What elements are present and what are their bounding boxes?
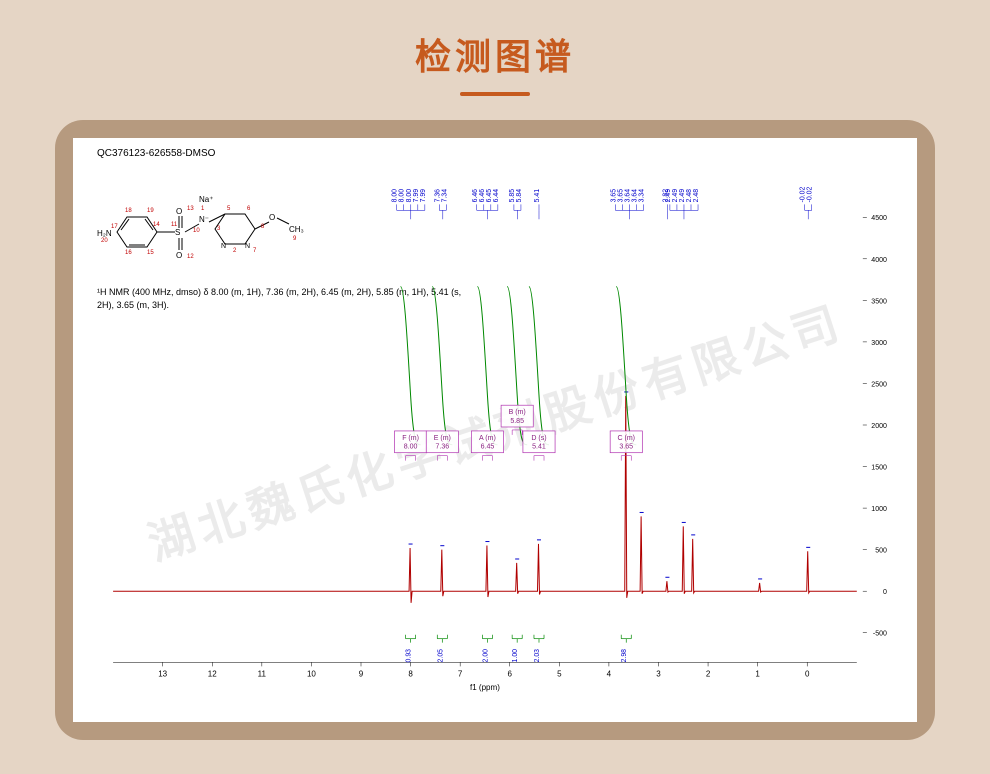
spectrum-chart: 131211109876543210f1 (ppm)45004000350030… bbox=[93, 148, 897, 702]
svg-text:2.03: 2.03 bbox=[534, 649, 541, 663]
svg-text:2: 2 bbox=[706, 669, 711, 678]
svg-text:1500: 1500 bbox=[871, 465, 887, 472]
svg-text:3.34: 3.34 bbox=[639, 189, 646, 203]
svg-text:13: 13 bbox=[158, 669, 168, 678]
svg-text:6.46: 6.46 bbox=[479, 189, 486, 203]
svg-text:8: 8 bbox=[408, 669, 413, 678]
svg-text:2.98: 2.98 bbox=[621, 649, 628, 663]
svg-text:8.00: 8.00 bbox=[399, 189, 406, 203]
svg-text:2.00: 2.00 bbox=[482, 649, 489, 663]
svg-text:7.36: 7.36 bbox=[434, 189, 441, 203]
svg-text:2500: 2500 bbox=[871, 381, 887, 388]
svg-text:5.85: 5.85 bbox=[509, 189, 516, 203]
svg-text:-500: -500 bbox=[873, 631, 887, 638]
page-root: 检测图谱 湖北魏氏化学试剂股份有限公司 QC376123-626558-DMSO… bbox=[0, 0, 990, 774]
svg-text:8.00: 8.00 bbox=[404, 444, 418, 451]
page-title: 检测图谱 bbox=[0, 0, 990, 80]
title-underline bbox=[460, 92, 530, 96]
svg-text:7.36: 7.36 bbox=[435, 444, 449, 451]
svg-text:f1 (ppm): f1 (ppm) bbox=[470, 683, 500, 692]
svg-text:6.45: 6.45 bbox=[486, 189, 493, 203]
svg-text:10: 10 bbox=[307, 669, 317, 678]
svg-text:7.34: 7.34 bbox=[441, 189, 448, 203]
svg-text:A (m): A (m) bbox=[479, 435, 496, 442]
svg-text:6.45: 6.45 bbox=[481, 444, 495, 451]
svg-text:2.49: 2.49 bbox=[672, 189, 679, 203]
spectrum-svg: 131211109876543210f1 (ppm)45004000350030… bbox=[93, 148, 897, 702]
svg-text:D (s): D (s) bbox=[531, 435, 546, 442]
svg-text:1: 1 bbox=[755, 669, 760, 678]
svg-text:3500: 3500 bbox=[871, 298, 887, 305]
svg-text:F (m): F (m) bbox=[402, 435, 419, 442]
svg-text:2000: 2000 bbox=[871, 423, 887, 430]
svg-text:1000: 1000 bbox=[871, 506, 887, 513]
svg-text:7.99: 7.99 bbox=[420, 189, 427, 203]
svg-text:4: 4 bbox=[607, 669, 612, 678]
svg-text:1.00: 1.00 bbox=[512, 649, 519, 663]
svg-text:C (m): C (m) bbox=[617, 435, 635, 442]
svg-text:8.00: 8.00 bbox=[406, 189, 413, 203]
svg-text:3.64: 3.64 bbox=[624, 189, 631, 203]
chart-panel: 湖北魏氏化学试剂股份有限公司 QC376123-626558-DMSO H₂N bbox=[73, 138, 917, 722]
svg-text:8.00: 8.00 bbox=[392, 189, 399, 203]
svg-text:E (m): E (m) bbox=[434, 435, 451, 442]
svg-text:B (m): B (m) bbox=[509, 409, 526, 416]
svg-text:4000: 4000 bbox=[871, 257, 887, 264]
svg-text:5.41: 5.41 bbox=[534, 189, 541, 203]
svg-text:-0.02: -0.02 bbox=[807, 187, 814, 203]
svg-text:3.64: 3.64 bbox=[632, 189, 639, 203]
svg-text:3.65: 3.65 bbox=[610, 189, 617, 203]
svg-text:3: 3 bbox=[656, 669, 661, 678]
svg-text:12: 12 bbox=[208, 669, 218, 678]
svg-text:7: 7 bbox=[458, 669, 463, 678]
svg-text:6.46: 6.46 bbox=[472, 189, 479, 203]
svg-text:2.49: 2.49 bbox=[679, 189, 686, 203]
svg-text:2.48: 2.48 bbox=[693, 189, 700, 203]
svg-text:7.99: 7.99 bbox=[413, 189, 420, 203]
svg-text:2.05: 2.05 bbox=[437, 649, 444, 663]
svg-text:3.65: 3.65 bbox=[617, 189, 624, 203]
chart-frame: 湖北魏氏化学试剂股份有限公司 QC376123-626558-DMSO H₂N bbox=[55, 120, 935, 740]
svg-text:3.65: 3.65 bbox=[619, 444, 633, 451]
svg-text:-0.02: -0.02 bbox=[800, 187, 807, 203]
svg-text:6.44: 6.44 bbox=[493, 189, 500, 203]
svg-text:0.93: 0.93 bbox=[406, 649, 413, 663]
svg-text:4500: 4500 bbox=[871, 215, 887, 222]
svg-text:11: 11 bbox=[258, 669, 267, 678]
svg-text:3000: 3000 bbox=[871, 340, 887, 347]
svg-text:0: 0 bbox=[805, 669, 810, 678]
svg-text:5.84: 5.84 bbox=[516, 189, 523, 203]
svg-text:9: 9 bbox=[359, 669, 364, 678]
svg-text:2.48: 2.48 bbox=[686, 189, 693, 203]
svg-text:5.85: 5.85 bbox=[510, 418, 524, 425]
svg-text:6: 6 bbox=[508, 669, 513, 678]
svg-text:5.41: 5.41 bbox=[532, 444, 546, 451]
svg-text:500: 500 bbox=[875, 548, 887, 555]
svg-text:5: 5 bbox=[557, 669, 562, 678]
svg-text:2.49: 2.49 bbox=[665, 189, 672, 203]
svg-text:0: 0 bbox=[883, 589, 887, 596]
